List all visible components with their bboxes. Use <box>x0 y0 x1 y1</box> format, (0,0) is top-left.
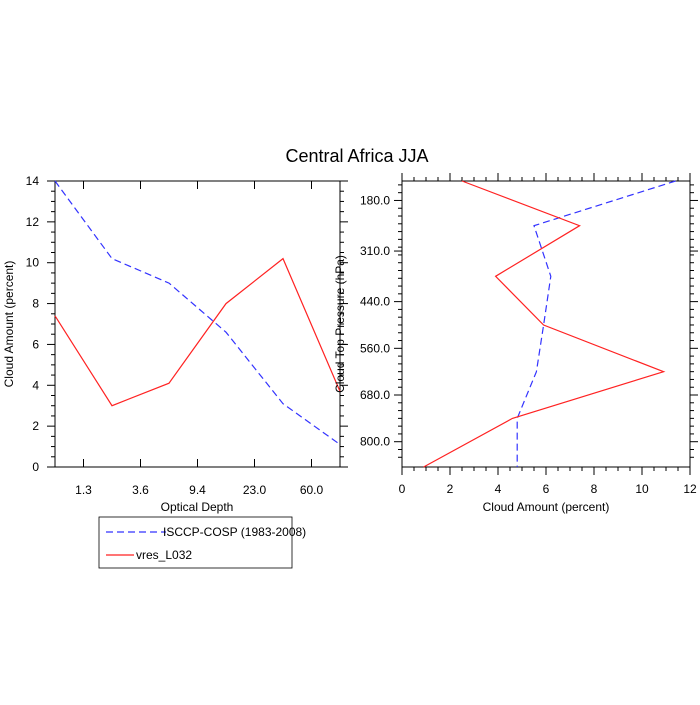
left-x-tick-label: 9.4 <box>189 483 206 497</box>
right-x-tick-label: 10 <box>635 482 649 496</box>
right-x-tick-label: 0 <box>399 482 406 496</box>
right-y-tick-label: 310.0 <box>360 244 390 258</box>
right-x-tick-label: 12 <box>683 482 697 496</box>
left-series-isccp-line <box>54 180 341 445</box>
right-y-tick-label: 680.0 <box>360 388 390 402</box>
right-y-tick-label: 800.0 <box>360 435 390 449</box>
left-y-tick-label: 12 <box>26 215 40 229</box>
left-y-axis-label: Cloud Amount (percent) <box>2 261 16 388</box>
right-y-tick-label: 560.0 <box>360 341 390 355</box>
left-y-tick-label: 6 <box>32 337 39 351</box>
left-y-tick-label: 8 <box>32 297 39 311</box>
right-y-axis-label: Cloud Top Pressure (hPa) <box>333 255 347 393</box>
legend: ISCCP-COSP (1983-2008) vres_L032 <box>98 516 306 569</box>
legend-label-isccp: ISCCP-COSP (1983-2008) <box>163 525 306 539</box>
right-plot-frame <box>401 180 691 468</box>
right-series-isccp-line <box>516 180 676 467</box>
left-x-tick-label: 60.0 <box>300 483 324 497</box>
left-x-axis-label: Optical Depth <box>161 500 234 514</box>
right-y-tick-label: 440.0 <box>360 295 390 309</box>
left-axis-ticks: 1.3 3.6 9.4 23.0 60.0 0 2 4 6 8 10 12 14 <box>26 174 348 497</box>
left-y-tick-label: 10 <box>26 256 40 270</box>
right-x-tick-label: 6 <box>543 482 550 496</box>
right-x-axis-label: Cloud Amount (percent) <box>483 500 610 514</box>
right-series-lines <box>423 180 676 468</box>
left-y-tick-label: 2 <box>32 419 39 433</box>
left-series-lines <box>54 180 341 445</box>
left-x-tick-label: 3.6 <box>132 483 149 497</box>
left-series-vres-line <box>54 257 341 407</box>
right-axis-ticks: 0 2 4 6 8 10 12 180.0 310.0 440.0 560.0 680.0 800.0 <box>360 173 698 496</box>
right-x-tick-label: 8 <box>591 482 598 496</box>
legend-label-vres: vres_L032 <box>136 548 192 562</box>
right-series-vres-line <box>423 180 666 468</box>
legend-box <box>98 516 293 569</box>
chart-title: Central Africa JJA <box>285 146 428 166</box>
cloud-top-pressure-panel: 0 2 4 6 8 10 12180.0310.0440.0560.0680.0800.0 … <box>333 173 698 514</box>
left-y-tick-label: 0 <box>32 460 39 474</box>
left-y-tick-label: 4 <box>32 378 39 392</box>
left-y-tick-label: 14 <box>26 174 40 188</box>
right-x-tick-label: 2 <box>447 482 454 496</box>
right-y-tick-label: 180.0 <box>360 193 390 207</box>
right-x-tick-label: 4 <box>495 482 502 496</box>
left-x-tick-label: 1.3 <box>75 483 92 497</box>
left-plot-frame <box>54 180 341 468</box>
left-x-tick-label: 23.0 <box>243 483 267 497</box>
optical-depth-panel: 1.3 3.6 9.4 23.0 60.0 0 2 4 6 8 10 12 14 Optical Dep… <box>2 174 348 514</box>
